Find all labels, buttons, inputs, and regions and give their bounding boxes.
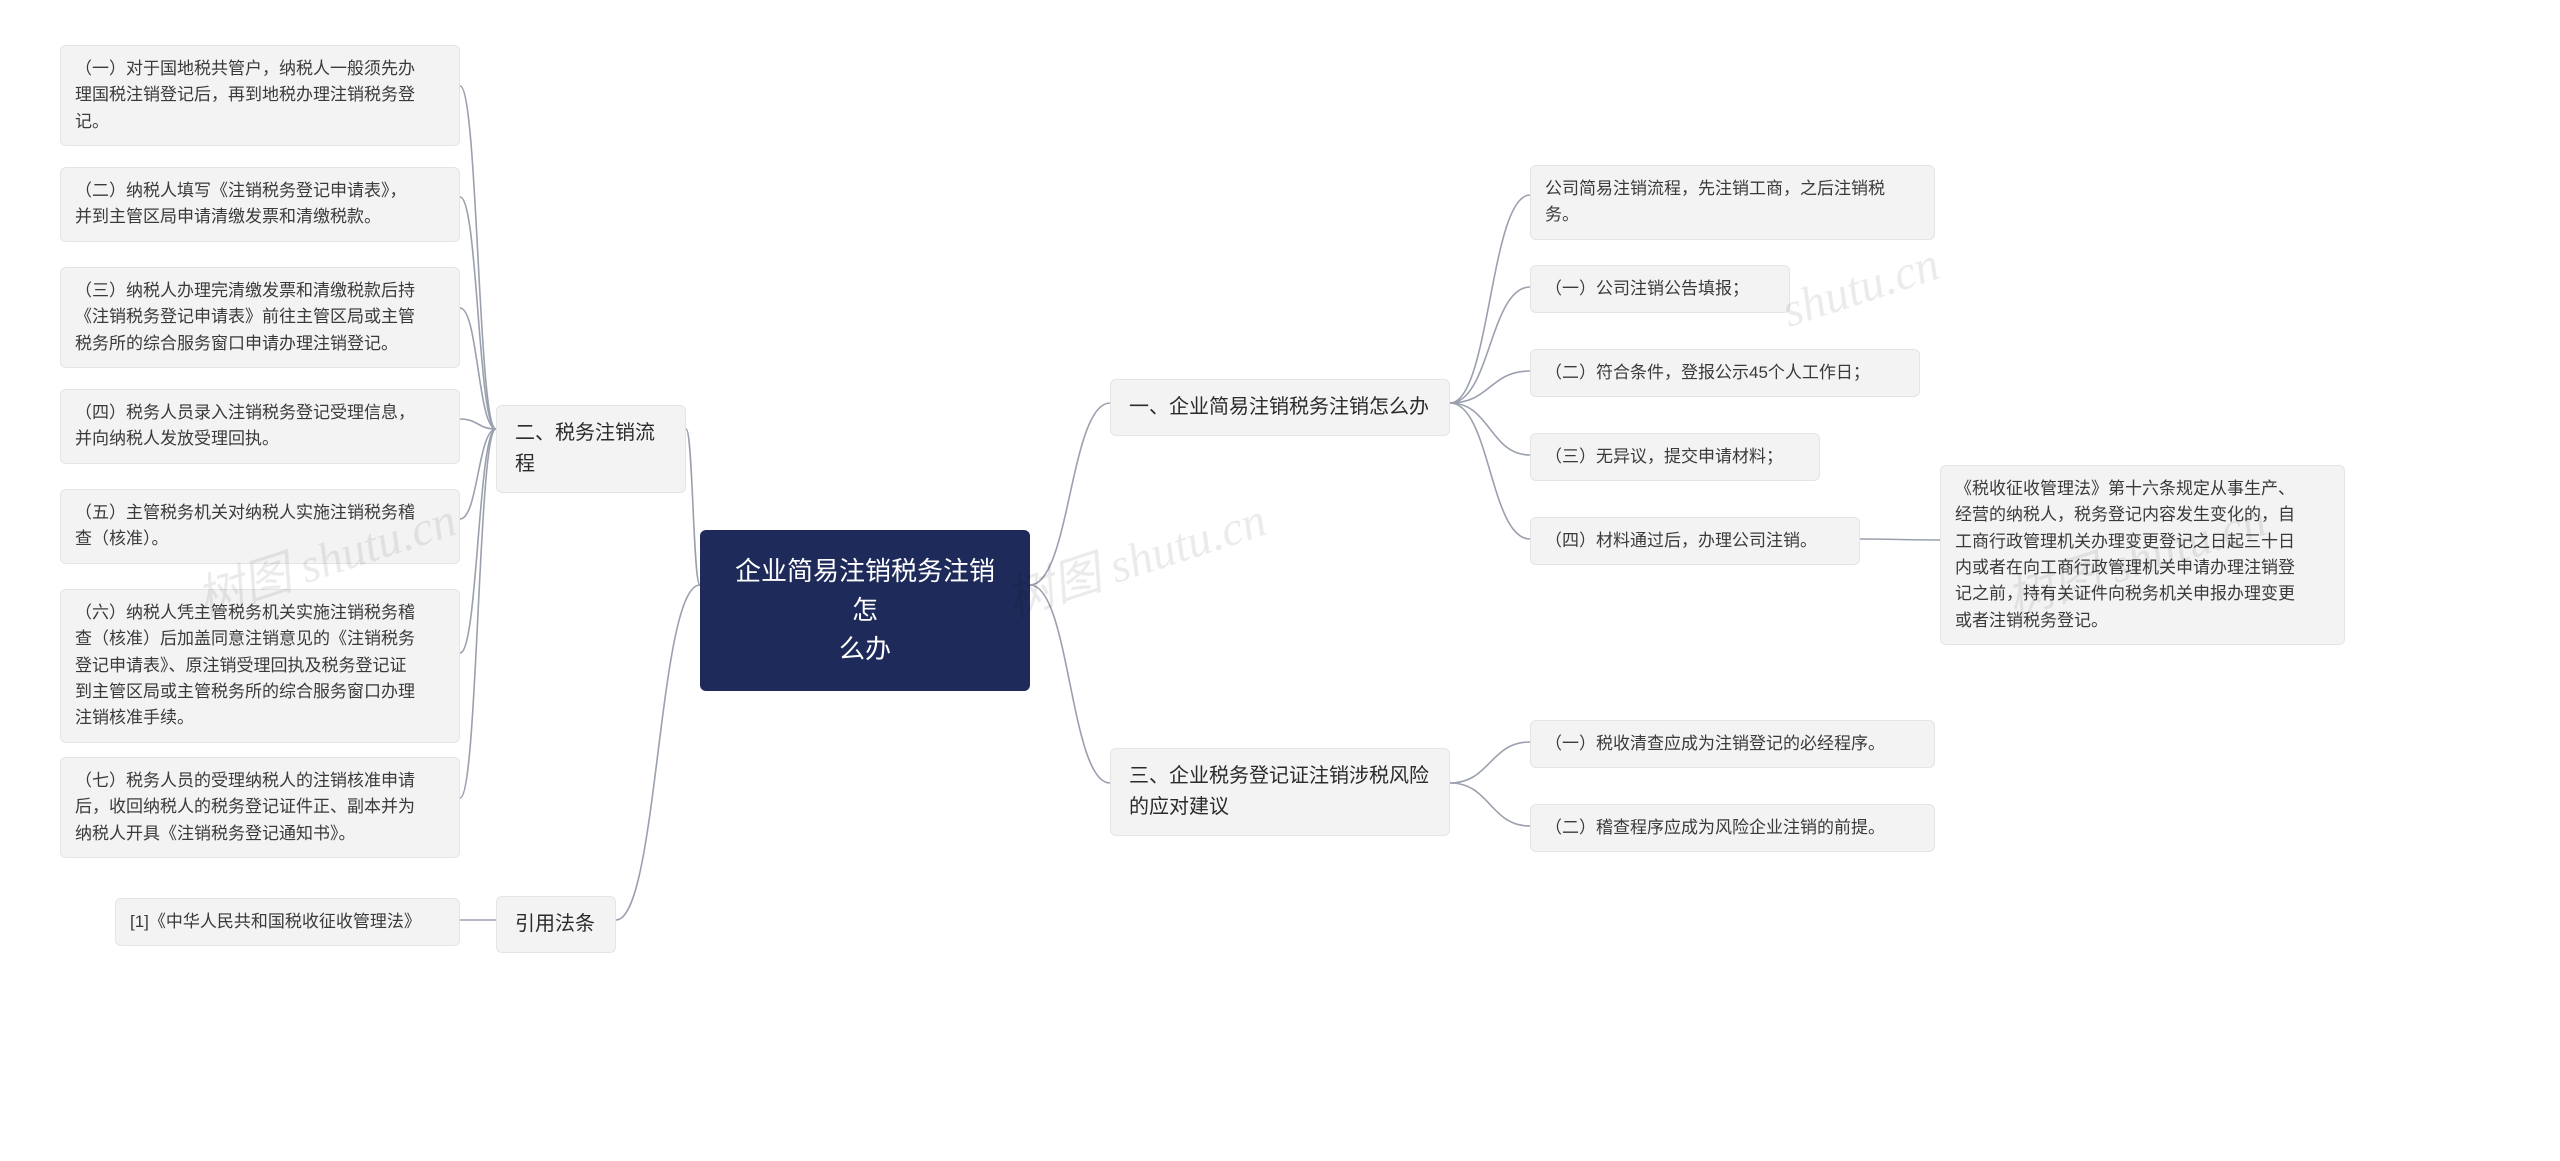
leaf-r1c: （二）符合条件，登报公示45个人工作日； <box>1530 349 1920 397</box>
leaf-r1d: （三）无异议，提交申请材料； <box>1530 433 1820 481</box>
leaf-r1e: （四）材料通过后，办理公司注销。 <box>1530 517 1860 565</box>
leaf-l2e: （五）主管税务机关对纳税人实施注销税务稽查（核准）。 <box>60 489 460 564</box>
branch-1: 一、企业简易注销税务注销怎么办 <box>1110 379 1450 436</box>
root-node: 企业简易注销税务注销怎么办 <box>700 530 1030 691</box>
branch-4: 引用法条 <box>496 896 616 953</box>
leaf-r3a: （一）税收清查应成为注销登记的必经程序。 <box>1530 720 1935 768</box>
leaf-l2d: （四）税务人员录入注销税务登记受理信息，并向纳税人发放受理回执。 <box>60 389 460 464</box>
leaf-l2g: （七）税务人员的受理纳税人的注销核准申请后，收回纳税人的税务登记证件正、副本并为… <box>60 757 460 858</box>
leaf-l2c: （三）纳税人办理完清缴发票和清缴税款后持《注销税务登记申请表》前往主管区局或主管… <box>60 267 460 368</box>
branch-2: 二、税务注销流程 <box>496 405 686 493</box>
leaf-l4a: [1]《中华人民共和国税收征收管理法》 <box>115 898 460 946</box>
watermark: shutu.cn <box>1775 236 1945 338</box>
leaf-r1b: （一）公司注销公告填报； <box>1530 265 1790 313</box>
leaf-l2a: （一）对于国地税共管户，纳税人一般须先办理国税注销登记后，再到地税办理注销税务登… <box>60 45 460 146</box>
leaf-l2b: （二）纳税人填写《注销税务登记申请表》，并到主管区局申请清缴发票和清缴税款。 <box>60 167 460 242</box>
leaf-r1a: 公司简易注销流程，先注销工商，之后注销税务。 <box>1530 165 1935 240</box>
watermark: 树图 shutu.cn <box>996 480 1274 630</box>
leaf-r1e1: 《税收征收管理法》第十六条规定从事生产、经营的纳税人，税务登记内容发生变化的，自… <box>1940 465 2345 645</box>
branch-3: 三、企业税务登记证注销涉税风险的应对建议 <box>1110 748 1450 836</box>
leaf-l2f: （六）纳税人凭主管税务机关实施注销税务稽查（核准）后加盖同意注销意见的《注销税务… <box>60 589 460 743</box>
leaf-r3b: （二）稽查程序应成为风险企业注销的前提。 <box>1530 804 1935 852</box>
